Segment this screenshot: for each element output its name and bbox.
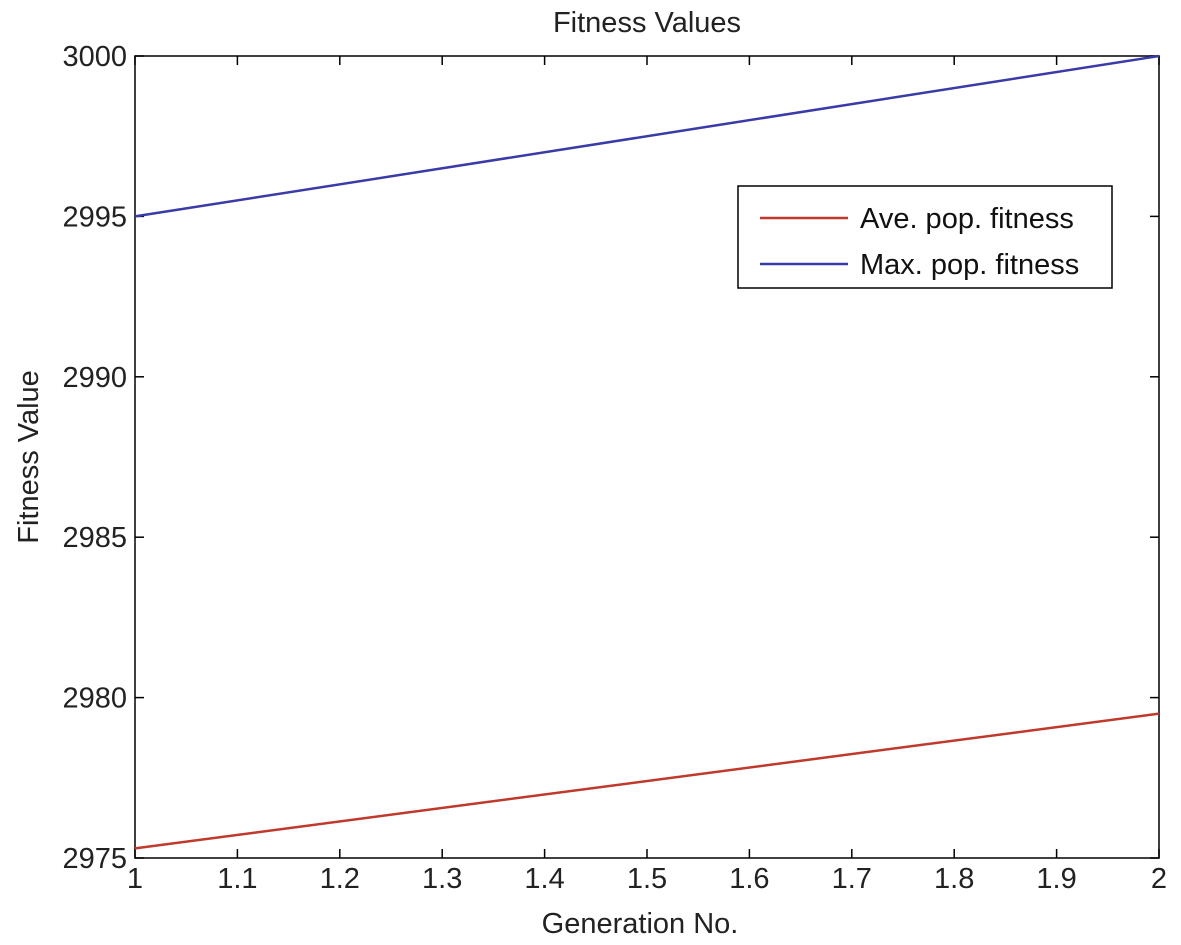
x-tick-label: 1.8 xyxy=(934,863,974,895)
axis-ticks: 1 1.1 1.2 1.3 1.4 1.5 1.6 1.7 1.8 1.9 2 2975 2980 298… xyxy=(62,41,1167,895)
x-tick-label: 1.4 xyxy=(524,863,564,895)
y-tick-label: 2980 xyxy=(62,683,127,715)
x-tick-label: 1 xyxy=(127,863,143,895)
plot-area xyxy=(134,55,1160,859)
series-line-max-pop-fitness xyxy=(134,54,1160,218)
y-tick-label: 3000 xyxy=(62,41,127,73)
x-tick-label: 1.5 xyxy=(627,863,667,895)
y-tick-label: 2975 xyxy=(62,843,127,875)
y-tick-label: 2995 xyxy=(62,201,127,233)
x-axis-label: Generation No. xyxy=(542,908,739,940)
series-line-ave-pop-fitness xyxy=(134,712,1160,850)
x-tick-label: 1.3 xyxy=(422,863,462,895)
x-tick-label: 1.2 xyxy=(320,863,360,895)
legend-label: Max. pop. fitness xyxy=(860,249,1079,281)
x-tick-label: 1.7 xyxy=(832,863,872,895)
y-tick-label: 2990 xyxy=(62,362,127,394)
legend-box xyxy=(737,185,1113,289)
legend: Ave. pop. fitness Max. pop. fitness xyxy=(737,185,1113,289)
x-tick-label: 2 xyxy=(1151,863,1167,895)
y-tick-label: 2985 xyxy=(62,522,127,554)
x-tick-label: 1.6 xyxy=(729,863,769,895)
x-tick-label: 1.9 xyxy=(1036,863,1076,895)
legend-label: Ave. pop. fitness xyxy=(860,203,1074,235)
x-tick-label: 1.1 xyxy=(217,863,257,895)
y-axis-label: Fitness Value xyxy=(13,370,45,544)
series-lines xyxy=(134,54,1160,850)
chart-title: Fitness Values xyxy=(553,7,741,39)
